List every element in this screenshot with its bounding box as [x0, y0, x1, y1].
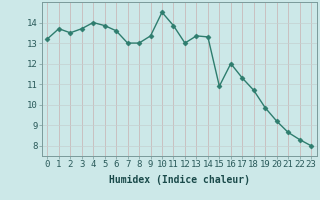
X-axis label: Humidex (Indice chaleur): Humidex (Indice chaleur)	[109, 175, 250, 185]
